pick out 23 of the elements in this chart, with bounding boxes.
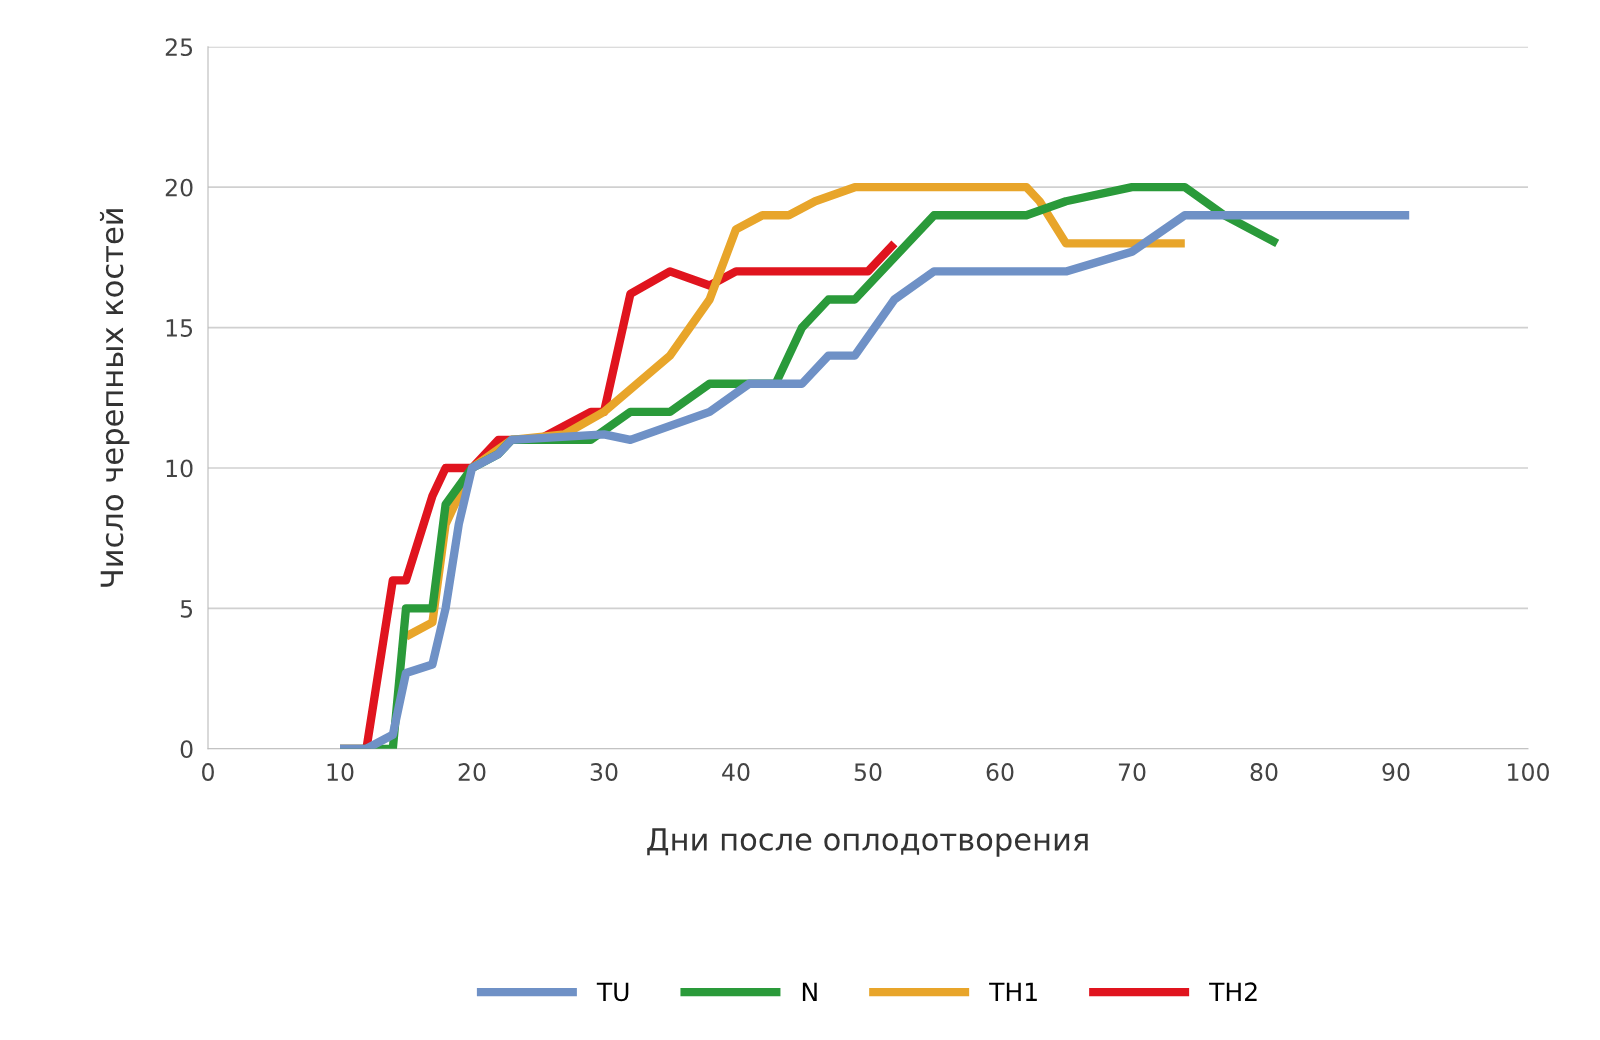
x-tick-label: 20: [458, 763, 486, 781]
x-tick-label: 80: [1250, 763, 1278, 781]
y-tick-label: 20: [165, 178, 193, 197]
x-tick-label: 0: [202, 763, 214, 781]
x-axis-title: Дни после оплодотворения: [647, 828, 1088, 857]
x-tick-label: 100: [1508, 763, 1549, 781]
x-tick-label: 60: [986, 763, 1014, 781]
y-tick-label: 0: [180, 740, 193, 759]
y-axis-title: Число черепных костей: [99, 209, 130, 587]
y-tick-label: 25: [165, 38, 193, 57]
y-tick-label: 5: [180, 600, 193, 618]
legend-label: N: [802, 982, 817, 1001]
x-tick-label: 30: [590, 763, 618, 781]
legend-label: TU: [596, 982, 629, 1002]
x-tick-label: 90: [1382, 763, 1410, 781]
x-tick-label: 40: [722, 763, 750, 781]
legend-label: TH2: [1209, 982, 1257, 1001]
y-tick-label: 15: [166, 319, 193, 337]
x-tick-label: 50: [854, 763, 882, 781]
x-tick-label: 70: [1118, 763, 1146, 781]
legend-label: TH1: [989, 982, 1037, 1001]
y-tick-label: 10: [166, 459, 193, 478]
x-tick-label: 10: [327, 763, 354, 781]
